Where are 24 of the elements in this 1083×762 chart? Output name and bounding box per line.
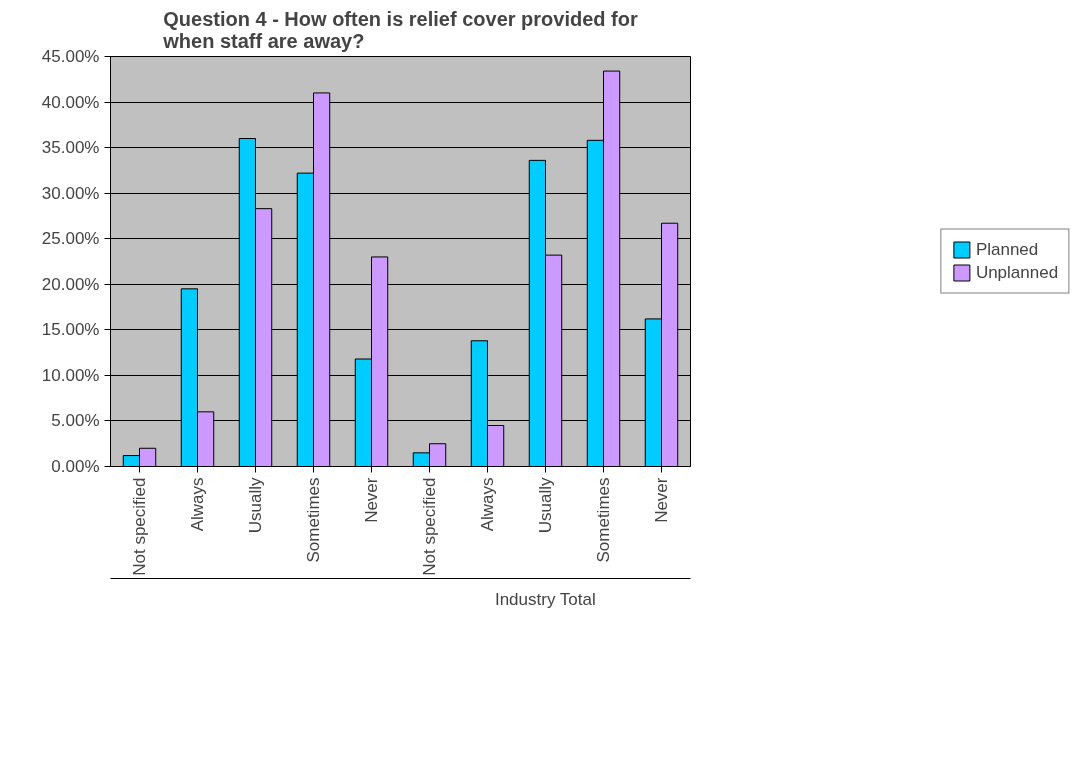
x-tick-label: Usually	[246, 477, 265, 534]
x-tick-label: Always	[188, 477, 207, 532]
y-tick-label: 0.00%	[51, 457, 100, 476]
chart-title: Question 4 - How often is relief cover provided for when staff are away?	[162, 7, 638, 52]
y-tick-label: 15.00%	[41, 320, 100, 340]
x-tick-label: Never	[362, 477, 381, 523]
y-tick-label: 40.00%	[41, 92, 100, 112]
y-tick-label: 20.00%	[41, 274, 100, 294]
text: Industry Total	[494, 589, 596, 609]
x-tick-label: Never	[652, 477, 671, 523]
legend-label: Planned	[975, 239, 1039, 260]
y-tick-label: 30.00%	[41, 183, 100, 203]
x-tick-label: Sometimes	[594, 477, 613, 563]
y-tick-label: 5.00%	[51, 411, 100, 431]
x-tick-label: Not specified	[420, 477, 439, 576]
legend-label: Unplanned	[975, 262, 1059, 283]
x-tick-label: Usually	[536, 477, 555, 534]
y-tick-label: 25.00%	[41, 229, 100, 249]
x-tick-label: Sometimes	[304, 477, 323, 563]
y-tick-label: 35.00%	[41, 138, 100, 158]
y-tick-label: 45.00%	[41, 47, 100, 66]
x-tick-label: Always	[478, 477, 497, 532]
y-tick-label: 10.00%	[41, 365, 100, 385]
x-tick-label: Not specified	[130, 477, 149, 576]
